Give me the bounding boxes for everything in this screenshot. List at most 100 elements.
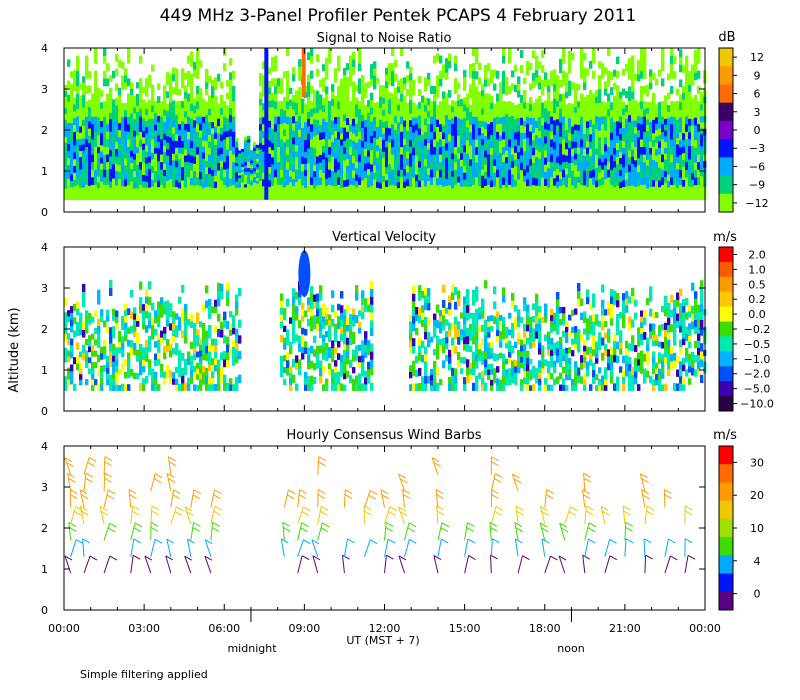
- snr-cell: [211, 133, 215, 141]
- snr-cell: [547, 85, 551, 93]
- snr-cell: [472, 131, 476, 140]
- velocity-cell: [133, 313, 137, 320]
- velocity-cell: [235, 335, 239, 343]
- snr-cell: [631, 156, 635, 165]
- snr-cell: [508, 131, 512, 140]
- velocity-cell: [79, 329, 83, 336]
- snr-cell: [442, 165, 446, 174]
- snr-cell: [424, 104, 428, 112]
- snr-cell: [172, 107, 176, 115]
- velocity-cell: [160, 337, 164, 345]
- snr-cell: [106, 101, 110, 110]
- snr-cell: [403, 77, 407, 84]
- velocity-cell: [364, 370, 368, 378]
- snr-cell: [448, 53, 452, 62]
- velocity-cell: [103, 365, 107, 372]
- velocity-cell: [148, 312, 152, 321]
- snr-cell: [223, 161, 227, 170]
- velocity-cell: [487, 363, 491, 370]
- snr-cell: [274, 78, 278, 87]
- snr-cell: [454, 63, 458, 72]
- snr-cell: [160, 123, 164, 132]
- snr-cell: [547, 117, 551, 124]
- snr-cell: [535, 98, 539, 107]
- snr-cell: [331, 112, 335, 121]
- velocity-cell: [430, 379, 434, 386]
- velocity-cell: [508, 351, 512, 358]
- snr-cell: [202, 98, 206, 106]
- snr-cell: [358, 48, 362, 56]
- velocity-cell: [427, 317, 431, 325]
- snr-cell: [184, 136, 188, 143]
- velocity-cell: [304, 384, 308, 391]
- velocity-cell: [340, 354, 344, 363]
- velocity-cell: [106, 373, 110, 380]
- velocity-cell: [199, 378, 203, 386]
- snr-cell: [460, 112, 464, 120]
- snr-cell: [130, 150, 134, 157]
- snr-cell: [280, 154, 284, 163]
- snr-cell: [187, 70, 191, 79]
- snr-cell: [244, 139, 248, 144]
- snr-cell: [535, 127, 539, 136]
- snr-cell: [109, 131, 113, 138]
- snr-cell: [151, 111, 155, 120]
- snr-cell: [643, 116, 647, 125]
- velocity-cell: [427, 331, 431, 340]
- snr-cell: [211, 175, 215, 183]
- snr-cell: [463, 124, 467, 132]
- velocity-cell: [511, 345, 515, 354]
- snr-cell: [526, 185, 530, 194]
- snr-cell: [136, 117, 140, 124]
- snr-cell: [133, 165, 137, 172]
- velocity-cell: [439, 379, 443, 386]
- velocity-cell: [196, 340, 200, 347]
- snr-cell: [340, 169, 344, 176]
- velocity-cell: [181, 367, 185, 376]
- snr-cell: [541, 102, 545, 111]
- velocity-cell: [418, 367, 422, 376]
- snr-cell: [151, 145, 155, 153]
- snr-cell: [181, 193, 185, 201]
- snr-cell: [439, 55, 443, 64]
- snr-cell: [541, 87, 545, 96]
- snr-cell: [313, 124, 317, 131]
- snr-cell: [391, 63, 395, 72]
- snr-cell: [637, 101, 641, 110]
- velocity-cell: [106, 309, 110, 316]
- snr-cell: [556, 162, 560, 170]
- snr-cell: [406, 165, 410, 173]
- snr-cell: [220, 120, 224, 128]
- snr-cell: [601, 154, 605, 163]
- snr-cell: [172, 113, 176, 121]
- velocity-cell: [505, 358, 509, 365]
- snr-cell: [316, 54, 320, 62]
- snr-cell: [526, 130, 530, 138]
- snr-cell: [571, 111, 575, 120]
- snr-cell: [550, 101, 554, 110]
- velocity-cell: [520, 384, 524, 391]
- snr-cell: [535, 185, 539, 193]
- snr-cell: [655, 186, 659, 194]
- snr-cell: [199, 102, 203, 110]
- velocity-cell: [502, 361, 506, 369]
- velocity-cell: [145, 303, 149, 312]
- snr-cell: [514, 192, 518, 201]
- snr-cell: [235, 150, 239, 154]
- snr-cell: [517, 117, 521, 125]
- snr-cell: [556, 149, 560, 157]
- snr-cell: [406, 158, 410, 166]
- snr-cell: [325, 93, 329, 101]
- snr-cell: [283, 135, 287, 143]
- snr-cell: [442, 91, 446, 99]
- snr-cell: [346, 90, 350, 98]
- velocity-cell: [97, 289, 101, 298]
- snr-cell: [256, 177, 260, 181]
- velocity-cell: [433, 331, 437, 338]
- snr-cell: [475, 154, 479, 163]
- velocity-cell: [214, 306, 218, 314]
- snr-cell: [586, 94, 590, 102]
- snr-cell: [532, 102, 536, 111]
- velocity-cell: [499, 336, 503, 343]
- snr-cell: [271, 128, 275, 136]
